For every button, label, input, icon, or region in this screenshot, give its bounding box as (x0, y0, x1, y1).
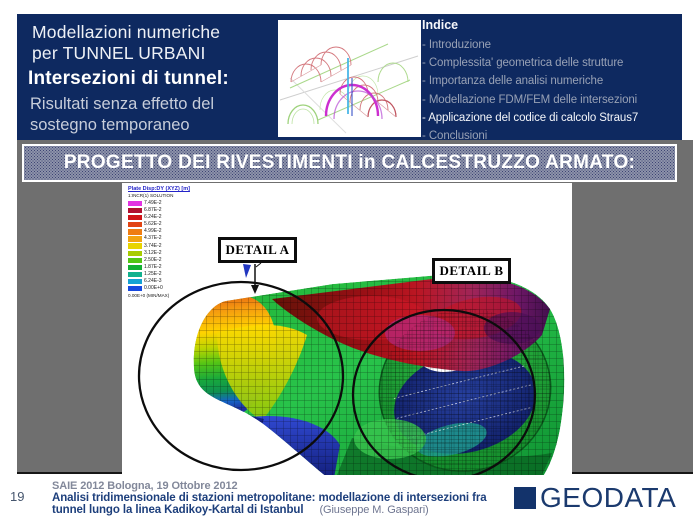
geodata-logo-text: GEODATA (540, 482, 677, 513)
slide-note-line1: Risultati senza effetto del (30, 95, 215, 113)
legend-subtitle: 1:INCR(1) SOLUTION (128, 193, 174, 198)
slide-note-line2: sostegno temporaneo (30, 115, 190, 134)
detail-a-arrow (243, 262, 262, 294)
footer-author: (Giuseppe M. Gaspari) (319, 504, 429, 517)
footer-title-line1: Analisi tridimensionale di stazioni metr… (52, 492, 487, 504)
toc-item-introduzione: - Introduzione (422, 39, 491, 51)
legend-entry: 2.50E-2 (128, 256, 220, 263)
legend-entry: 5.62E-2 (128, 221, 220, 228)
detail-a-circle (137, 280, 345, 472)
legend-entry: 4.37E-2 (128, 235, 220, 242)
legend-value: 5.62E-2 (144, 221, 162, 228)
legend-entry: 3.74E-2 (128, 242, 220, 249)
legend-value: 4.99E-2 (144, 228, 162, 235)
legend-entries: 7.49E-2 6.87E-2 6.24E-2 5.62E-2 4.99E-2 4.37E… (128, 200, 220, 292)
footer-title-line2-text: tunnel lungo la linea Kadikoy-Kartal di … (52, 504, 304, 517)
legend-entry: 6.87E-2 (128, 207, 220, 214)
footer-title-line2: tunnel lungo la linea Kadikoy-Kartal di … (52, 504, 492, 516)
legend-entry: 3.12E-2 (128, 249, 220, 256)
fem-contour-figure (137, 262, 565, 475)
detail-b-label: DETAIL B (432, 258, 511, 284)
legend-value: 6.87E-2 (144, 207, 162, 214)
legend-title: Plate Disp:DY (XYZ) [m] (128, 186, 190, 192)
tunnel-contour-body (193, 274, 565, 475)
legend-value: 7.49E-2 (144, 200, 162, 207)
toc-title: Indice (422, 18, 459, 32)
table-of-contents: Indice - Introduzione - Complessita' geo… (422, 18, 680, 145)
legend-swatch (128, 201, 142, 207)
legend-swatch (128, 278, 142, 285)
slide-subtitle: Intersezioni di tunnel: (28, 68, 229, 89)
legend-value: 3.12E-2 (144, 249, 162, 256)
footer-text: SAIE 2012 Bologna, 19 Ottobre 2012 Anali… (52, 480, 492, 517)
slide-title: Modellazioni numeriche per TUNNEL URBANI (32, 22, 220, 64)
detail-b-circle (351, 308, 537, 475)
legend-swatch (128, 229, 142, 235)
legend-swatch (128, 250, 142, 256)
geodata-logo: GEODATA (514, 482, 677, 513)
legend-entry: 1.25E-2 (128, 270, 220, 277)
geodata-logo-mark-icon (514, 487, 536, 509)
footer-event: SAIE 2012 Bologna, 19 Ottobre 2012 (52, 480, 238, 492)
legend-entry: 7.49E-2 (128, 200, 220, 207)
legend-entry: 0.00E+0 (128, 285, 220, 292)
tunnel-wireframe-thumbnail (278, 20, 421, 137)
legend-swatch (128, 236, 142, 242)
legend-value: 4.37E-2 (144, 235, 162, 242)
section-banner: PROGETTO DEI RIVESTIMENTI in CALCESTRUZZ… (22, 144, 677, 182)
slide-title-line1: Modellazioni numeriche (32, 22, 221, 42)
legend-value: 6.24E-3 (144, 277, 162, 284)
toc-item-modellazione: - Modellazione FDM/FEM delle intersezion… (422, 93, 638, 106)
legend-value: 3.74E-2 (144, 242, 162, 249)
legend-swatch (128, 215, 142, 221)
legend-value: 1.87E-2 (144, 263, 162, 270)
legend-value: 6.24E-2 (144, 214, 162, 221)
slide-title-line2: per TUNNEL URBANI (32, 43, 206, 63)
legend-swatch (128, 271, 142, 277)
legend-value: 1.25E-2 (144, 270, 162, 277)
toc-item-importanza: - Importanza delle analisi numeriche (422, 75, 604, 88)
legend-swatch (128, 264, 142, 270)
header-band: Modellazioni numeriche per TUNNEL URBANI… (17, 14, 682, 142)
legend-swatch (128, 243, 142, 249)
legend-footnote: 0.00E+0 (MIN/MAX) (128, 293, 170, 299)
toc-item-complessita: - Complessita' geometrica delle struttur… (422, 57, 624, 70)
legend-entry: 6.24E-3 (128, 277, 220, 285)
legend-value: 2.50E-2 (144, 256, 162, 263)
tunnel-wireframe-drawing (278, 20, 421, 137)
slide-note: Risultati senza effetto del sostegno tem… (30, 94, 214, 135)
fem-figure-panel: Plate Disp:DY (XYZ) [m] 1:INCR(1) SOLUTI… (122, 183, 572, 475)
legend-entry: 6.24E-2 (128, 214, 220, 221)
legend-swatch (128, 285, 142, 292)
toc-item-conclusioni: - Conclusioni (422, 130, 488, 143)
legend-entry: 4.99E-2 (128, 228, 220, 235)
detail-a-label: DETAIL A (218, 237, 297, 263)
legend-value: 0.00E+0 (144, 285, 163, 292)
page-number: 19 (10, 489, 25, 504)
plot-legend: Plate Disp:DY (XYZ) [m] 1:INCR(1) SOLUTI… (128, 186, 220, 298)
legend-entry: 1.87E-2 (128, 263, 220, 270)
legend-swatch (128, 208, 142, 214)
legend-swatch (128, 257, 142, 263)
legend-swatch (128, 222, 142, 228)
toc-item-applicazione-current: - Applicazione del codice di calcolo Str… (422, 111, 639, 124)
